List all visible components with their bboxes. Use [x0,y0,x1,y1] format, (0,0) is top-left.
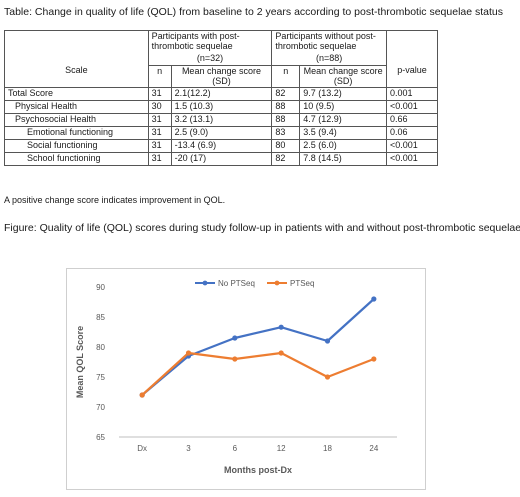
legend-label-1: PTSeq [290,279,314,288]
x-tick-label: 6 [233,444,238,453]
table-row: School functioning 31 -20 (17) 82 7.8 (1… [4,151,438,166]
data-point [232,335,238,341]
row-mean-with: 2.1(12.2) [170,87,273,102]
row-n-without: 82 [271,151,301,166]
y-axis-label: Mean QOL Score [75,326,85,398]
row-n-with: 31 [147,87,172,102]
series-line-1 [141,351,375,396]
row-p-value: 0.06 [386,126,438,141]
x-tick-label: 18 [323,444,332,453]
data-point [139,392,145,398]
table-row: Psychosocial Health 31 3.2 (13.1) 88 4.7… [4,113,438,128]
table-row: Emotional functioning 31 2.5 (9.0) 83 3.… [4,126,438,141]
header-n-without: (n=88) [271,52,388,66]
row-n-without: 82 [271,87,301,102]
row-scale: Psychosocial Health [4,113,149,128]
table-spacer-cell [386,52,438,66]
header-group-with: Participants with post-thrombotic sequel… [147,29,273,53]
row-n-without: 83 [271,126,301,141]
data-point [371,356,377,362]
row-mean-without: 2.5 (6.0) [299,139,388,153]
row-mean-with: -13.4 (6.9) [170,139,273,153]
data-point [278,350,284,356]
row-n-without: 88 [271,113,301,128]
row-mean-without: 7.8 (14.5) [299,151,388,166]
header-n-with: (n=32) [147,52,273,66]
legend-label-0: No PTSeq [218,279,255,288]
row-p-value: 0.001 [386,87,438,102]
x-axis-label: Months post-Dx [224,465,292,475]
table-spacer-cell [4,52,149,66]
y-tick-label: 65 [96,433,105,442]
row-mean-without: 4.7 (12.9) [299,113,388,128]
table-footnote: A positive change score indicates improv… [4,195,226,205]
qol-line-chart: 65 70 75 80 85 90 Dx 3 6 12 18 24 Months post-Dx Mean… [66,268,426,490]
series-line-0 [141,298,375,396]
row-n-with: 30 [147,100,172,115]
figure-caption: Figure: Quality of life (QOL) scores dur… [4,222,520,234]
row-n-with: 31 [147,126,172,141]
row-mean-without: 3.5 (9.4) [299,126,388,141]
row-mean-with: 3.2 (13.1) [170,113,273,128]
data-point [278,324,284,330]
col-header-mean-with: Mean change score (SD) [170,64,273,89]
row-mean-with: 2.5 (9.0) [170,126,273,141]
row-n-with: 31 [147,113,172,128]
table-corner-cell [4,29,149,53]
table-caption: Table: Change in quality of life (QOL) f… [4,6,504,18]
x-tick-label: 3 [186,444,191,453]
x-tick-label: 24 [369,444,378,453]
table-row: Physical Health 30 1.5 (10.3) 88 10 (9.5… [4,100,438,115]
data-point [371,296,377,302]
col-header-mean-without: Mean change score (SD) [299,64,388,89]
qol-change-table: Participants with post-thrombotic sequel… [4,29,438,166]
table-row: Social functioning 31 -13.4 (6.9) 80 2.5… [4,139,438,153]
y-tick-label: 75 [96,373,105,382]
col-header-p-value: p-value [386,65,438,89]
row-scale: Emotional functioning [4,126,149,141]
col-header-n-without: n [271,64,301,89]
data-point [324,338,331,344]
chart-svg: 65 70 75 80 85 90 Dx 3 6 12 18 24 Months post-Dx Mean… [75,279,397,475]
header-group-without: Participants without post-thrombotic seq… [271,29,388,53]
data-point [324,374,331,380]
x-tick-label: 12 [277,444,286,453]
y-tick-label: 70 [96,403,105,412]
row-scale: Total Score [4,87,149,102]
y-tick-label: 80 [96,343,105,352]
y-tick-label: 90 [96,283,105,292]
row-p-value: <0.001 [386,100,438,115]
col-header-n-with: n [147,64,172,89]
row-scale: Physical Health [4,100,149,115]
legend-marker-1 [274,280,280,286]
row-p-value: <0.001 [386,139,438,153]
row-scale: Social functioning [4,139,149,153]
row-mean-without: 9.7 (13.2) [299,87,388,102]
row-mean-with: -20 (17) [170,151,273,166]
col-header-scale: Scale [4,65,149,89]
row-n-with: 31 [147,139,172,153]
data-point [185,350,192,356]
x-tick-label: Dx [137,444,147,453]
row-mean-without: 10 (9.5) [299,100,388,115]
row-p-value: 0.66 [386,113,438,128]
row-p-value: <0.001 [386,151,438,166]
table-row: Total Score 31 2.1(12.2) 82 9.7 (13.2) 0… [4,87,438,102]
row-scale: School functioning [4,151,149,166]
legend-marker-0 [202,280,208,286]
row-n-without: 88 [271,100,301,115]
row-n-without: 80 [271,139,301,153]
row-mean-with: 1.5 (10.3) [170,100,273,115]
header-blank-p [386,29,438,53]
y-tick-label: 85 [96,313,105,322]
row-n-with: 31 [147,151,172,166]
data-point [232,356,238,362]
